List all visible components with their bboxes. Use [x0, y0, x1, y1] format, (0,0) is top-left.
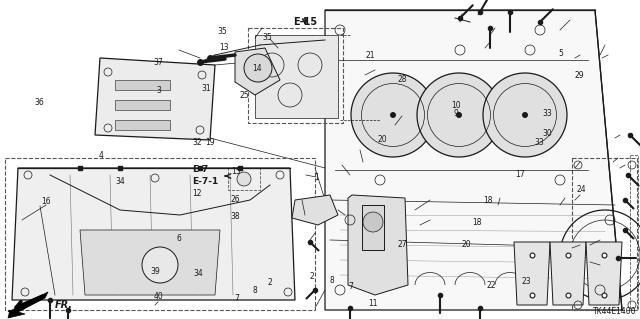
Text: 10: 10: [451, 101, 461, 110]
Text: 12: 12: [193, 189, 202, 198]
Circle shape: [351, 73, 435, 157]
Text: 1: 1: [314, 173, 319, 182]
Polygon shape: [292, 195, 338, 225]
Text: 11: 11: [368, 299, 377, 308]
Text: 18: 18: [483, 196, 492, 205]
Text: 15: 15: [230, 167, 241, 176]
Circle shape: [522, 112, 528, 118]
Polygon shape: [255, 35, 338, 118]
Circle shape: [363, 212, 383, 232]
Polygon shape: [8, 292, 48, 318]
Bar: [5, 158, 315, 310]
Text: 3: 3: [156, 86, 161, 95]
Text: 17: 17: [515, 170, 525, 179]
Text: 37: 37: [154, 58, 164, 67]
Circle shape: [417, 73, 501, 157]
Circle shape: [142, 247, 178, 283]
Text: 8: 8: [252, 286, 257, 295]
Text: 19: 19: [205, 138, 215, 147]
Bar: [572, 158, 637, 310]
Text: E-7-1: E-7-1: [192, 177, 218, 187]
Bar: [630, 155, 638, 310]
Polygon shape: [12, 168, 295, 300]
Text: 38: 38: [230, 212, 241, 221]
Text: 22: 22: [487, 281, 496, 290]
Text: 13: 13: [219, 43, 229, 52]
Text: 20: 20: [378, 135, 388, 144]
Text: 33: 33: [542, 109, 552, 118]
Polygon shape: [325, 10, 622, 310]
Text: 7: 7: [348, 282, 353, 291]
Text: 6: 6: [177, 234, 182, 243]
Text: 39: 39: [150, 267, 160, 276]
Polygon shape: [514, 242, 550, 305]
Text: 32: 32: [192, 138, 202, 147]
Text: FR.: FR.: [55, 300, 73, 310]
Bar: [115, 120, 170, 130]
Text: TK44E1400: TK44E1400: [593, 308, 636, 316]
Text: 34: 34: [115, 177, 125, 186]
Text: 40: 40: [154, 292, 164, 300]
Polygon shape: [235, 48, 280, 95]
Text: 16: 16: [41, 197, 51, 206]
Text: 20: 20: [461, 241, 471, 249]
Text: 2: 2: [310, 272, 315, 281]
Text: 5: 5: [558, 49, 563, 58]
Text: 23: 23: [521, 277, 531, 286]
Text: E-7: E-7: [192, 166, 208, 174]
Text: 27: 27: [397, 241, 407, 249]
Circle shape: [237, 172, 251, 186]
Text: E-15: E-15: [293, 17, 317, 27]
Text: 35: 35: [262, 33, 273, 42]
Text: 33: 33: [534, 138, 544, 147]
Bar: [115, 80, 170, 90]
Polygon shape: [95, 58, 215, 140]
Text: 14: 14: [252, 64, 262, 73]
Text: 7: 7: [234, 294, 239, 303]
Text: 4: 4: [99, 151, 104, 160]
Circle shape: [456, 112, 462, 118]
Polygon shape: [348, 195, 408, 295]
Polygon shape: [586, 242, 622, 305]
Bar: [228, 168, 260, 190]
Text: 2: 2: [268, 278, 273, 287]
Text: 26: 26: [230, 195, 241, 204]
Bar: [115, 100, 170, 110]
Bar: [362, 205, 384, 250]
Text: 9: 9: [453, 109, 458, 118]
Polygon shape: [550, 242, 586, 305]
Text: 31: 31: [201, 84, 211, 93]
Text: 35: 35: [218, 27, 228, 36]
Polygon shape: [80, 230, 220, 295]
Bar: [248, 28, 343, 123]
Text: 28: 28: [397, 75, 406, 84]
Text: 18: 18: [472, 218, 481, 227]
Text: 34: 34: [193, 269, 204, 278]
Text: 24: 24: [576, 185, 586, 194]
Circle shape: [390, 112, 396, 118]
Circle shape: [244, 54, 272, 82]
Text: 21: 21: [365, 51, 374, 60]
Text: 36: 36: [35, 98, 45, 107]
Text: 29: 29: [574, 71, 584, 80]
Text: 8: 8: [329, 276, 334, 285]
Circle shape: [483, 73, 567, 157]
Text: 25: 25: [239, 91, 250, 100]
Text: 30: 30: [542, 129, 552, 138]
